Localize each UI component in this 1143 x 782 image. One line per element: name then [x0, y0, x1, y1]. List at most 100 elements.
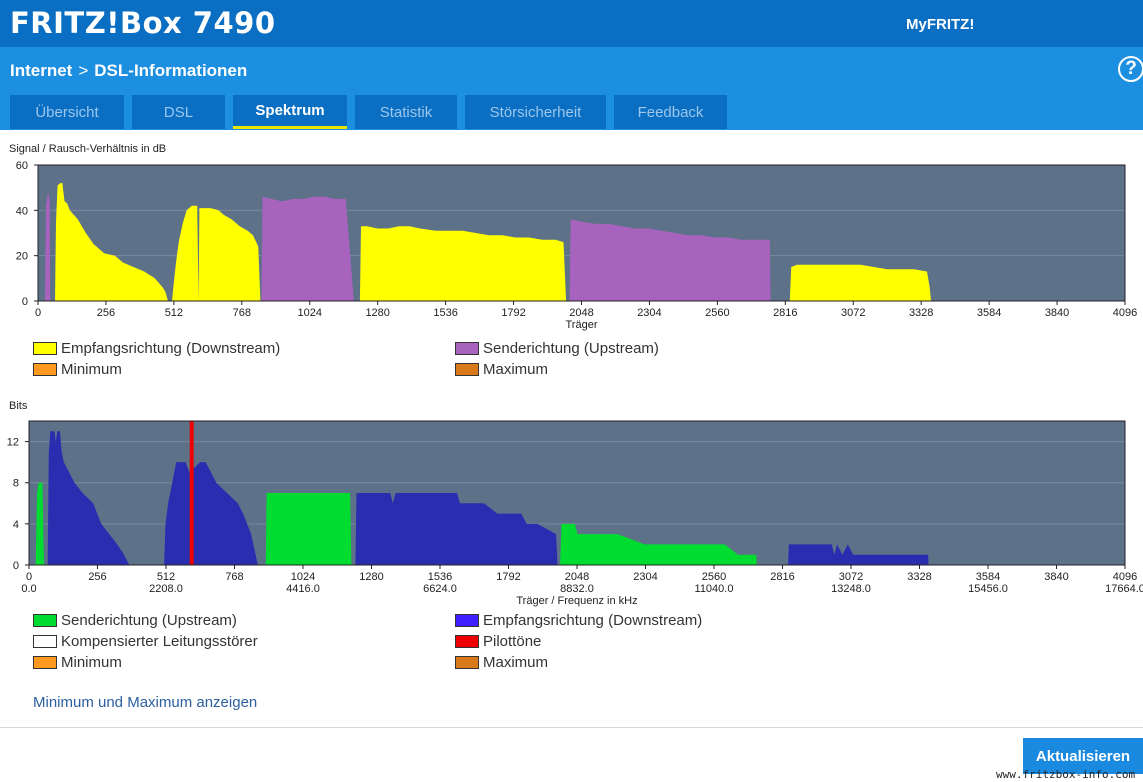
legend-item: Empfangsrichtung (Downstream) — [33, 340, 455, 357]
brand-title: FRITZ!Box 7490 — [10, 6, 276, 40]
tab-spektrum[interactable]: Spektrum — [233, 95, 347, 129]
series-area-1-0 — [44, 192, 51, 301]
x-tick-label: 2816 — [770, 571, 794, 583]
legend-swatch-pilot — [455, 635, 479, 648]
bits-chart-ylabel: Bits — [9, 400, 28, 412]
legend-label: Minimum — [61, 654, 122, 671]
breadcrumb-separator: > — [78, 61, 89, 80]
legend-item: Maximum — [455, 361, 755, 378]
x-tick-label: 2560 — [705, 307, 729, 319]
tab-uebersicht[interactable]: Übersicht — [10, 95, 124, 129]
legend-swatch-downstream — [33, 342, 57, 355]
legend-label: Senderichtung (Upstream) — [61, 612, 237, 629]
y-tick-label: 0 — [22, 296, 28, 308]
x-tick-label: 2560 — [702, 571, 726, 583]
x-tick-label: 0 — [35, 307, 41, 319]
x-tick-label: 1536 — [428, 571, 452, 583]
divider — [0, 727, 1143, 728]
x-tick-label: 3072 — [841, 307, 865, 319]
freq-tick-label: 17664.0 — [1105, 583, 1143, 595]
series-area-1-2 — [355, 493, 558, 565]
tab-bar: Übersicht DSL Spektrum Statistik Störsic… — [10, 95, 735, 129]
sub-header: Internet > DSL-Informationen ? Übersicht… — [0, 47, 1143, 130]
x-tick-label: 3072 — [839, 571, 863, 583]
series-area-1-0 — [47, 431, 130, 565]
legend-label: Maximum — [483, 361, 549, 378]
legend-swatch-compensated — [33, 635, 57, 648]
help-icon[interactable]: ? — [1118, 56, 1143, 82]
legend-item: Empfangsrichtung (Downstream) — [455, 612, 755, 629]
freq-tick-label: 6624.0 — [423, 583, 457, 595]
legend-item: Minimum — [33, 361, 455, 378]
x-tick-label: 3840 — [1044, 571, 1068, 583]
snr-chart: 0 20 40 60 0 256 512 768 1024 1280 1536 1792 2048 230… — [16, 160, 1137, 331]
x-axis-label: Träger / Frequenz in kHz — [516, 595, 637, 607]
watermark: www.fritzbox-info.com — [996, 768, 1136, 781]
y-tick-label: 20 — [16, 251, 28, 263]
breadcrumb: Internet > DSL-Informationen — [10, 61, 247, 81]
freq-tick-label: 0.0 — [21, 583, 36, 595]
pilot-tone-line — [189, 421, 194, 565]
snr-chart-ylabel: Signal / Rausch-Verhältnis in dB — [9, 143, 167, 155]
tab-feedback[interactable]: Feedback — [614, 95, 727, 129]
show-minmax-link[interactable]: Minimum und Maximum anzeigen — [33, 694, 258, 711]
legend-swatch-maximum — [455, 656, 479, 669]
x-tick-label: 768 — [233, 307, 251, 319]
series-area-0-1 — [265, 493, 352, 565]
legend-item: Minimum — [33, 654, 455, 671]
x-tick-label: 4096 — [1113, 571, 1137, 583]
legend-swatch-minimum — [33, 363, 57, 376]
series-area-1-1 — [164, 462, 258, 565]
series-area-0-2 — [560, 523, 757, 565]
x-tick-label: 3840 — [1045, 307, 1069, 319]
legend-label: Empfangsrichtung (Downstream) — [483, 612, 703, 629]
x-tick-label: 512 — [157, 571, 175, 583]
legend-label: Pilottöne — [483, 633, 542, 650]
x-tick-label: 2048 — [565, 571, 589, 583]
tab-stoersicherheit[interactable]: Störsicherheit — [465, 95, 606, 129]
tab-dsl[interactable]: DSL — [132, 95, 225, 129]
y-tick-label: 40 — [16, 205, 28, 217]
x-tick-label: 2816 — [773, 307, 797, 319]
legend-item: Maximum — [455, 654, 755, 671]
series-area-1-2 — [569, 219, 771, 301]
legend-item: Kompensierter Leitungsstörer — [33, 633, 455, 650]
freq-tick-label: 15456.0 — [968, 583, 1008, 595]
x-tick-label: 1280 — [359, 571, 383, 583]
myfritz-link[interactable]: MyFRITZ! — [906, 16, 975, 33]
freq-tick-label: 8832.0 — [560, 583, 594, 595]
freq-tick-label: 4416.0 — [286, 583, 320, 595]
x-tick-label: 1792 — [496, 571, 520, 583]
x-tick-label: 1024 — [291, 571, 315, 583]
series-area-1-1 — [261, 196, 354, 301]
snr-legend: Empfangsrichtung (Downstream) Sendericht… — [33, 340, 755, 378]
x-tick-label: 256 — [97, 307, 115, 319]
x-axis-label: Träger — [566, 319, 598, 331]
x-tick-label: 2304 — [637, 307, 661, 319]
page-title: DSL-Informationen — [94, 61, 248, 80]
series-area-0-0 — [35, 482, 44, 565]
y-tick-label: 4 — [13, 519, 19, 531]
x-tick-label: 3584 — [976, 571, 1000, 583]
tab-statistik[interactable]: Statistik — [355, 95, 457, 129]
freq-tick-label: 2208.0 — [149, 583, 183, 595]
x-tick-label: 3584 — [977, 307, 1001, 319]
y-tick-label: 12 — [7, 437, 19, 449]
series-area-1-3 — [788, 544, 929, 565]
legend-label: Kompensierter Leitungsstörer — [61, 633, 258, 650]
x-tick-label: 4096 — [1113, 307, 1137, 319]
freq-tick-label: 11040.0 — [695, 583, 734, 595]
breadcrumb-internet[interactable]: Internet — [10, 61, 73, 80]
x-tick-label: 2048 — [569, 307, 593, 319]
legend-label: Empfangsrichtung (Downstream) — [61, 340, 281, 357]
x-tick-label: 1536 — [433, 307, 457, 319]
x-tick-label: 768 — [225, 571, 243, 583]
x-tick-label: 3328 — [909, 307, 933, 319]
x-tick-label: 256 — [88, 571, 106, 583]
series-area-0-2 — [172, 205, 261, 301]
legend-item: Senderichtung (Upstream) — [455, 340, 755, 357]
legend-label: Minimum — [61, 361, 122, 378]
legend-label: Maximum — [483, 654, 549, 671]
refresh-button[interactable]: Aktualisieren — [1023, 738, 1143, 774]
